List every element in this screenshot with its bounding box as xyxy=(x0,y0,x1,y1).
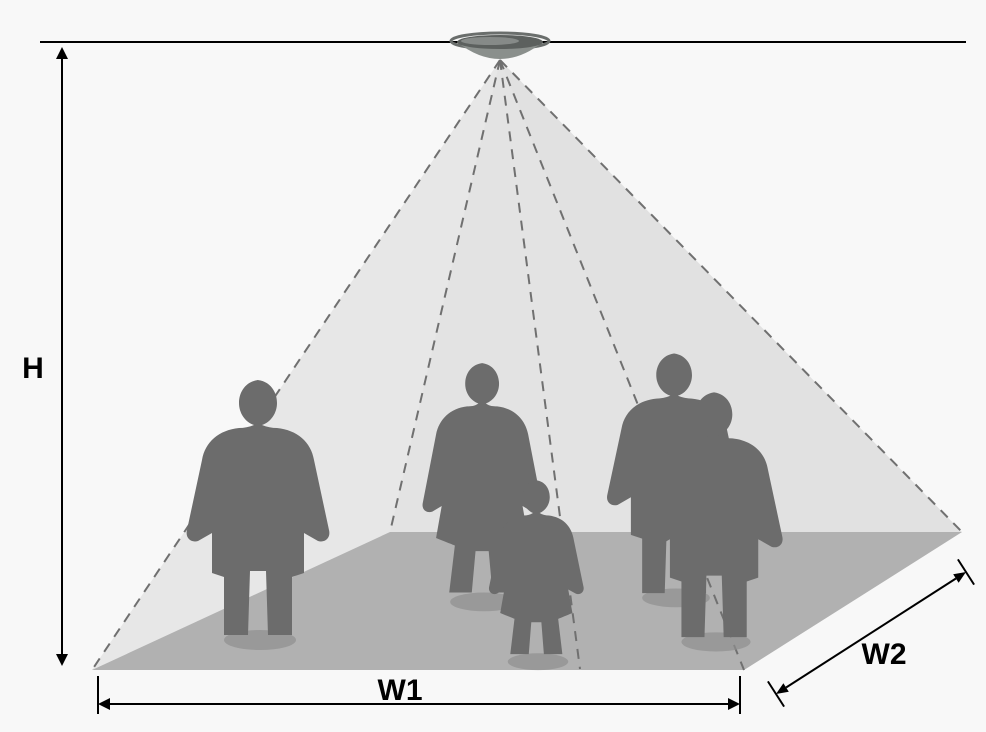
label-w2: W2 xyxy=(862,638,907,671)
label-w1: W1 xyxy=(378,674,423,707)
label-height: H xyxy=(22,352,44,385)
